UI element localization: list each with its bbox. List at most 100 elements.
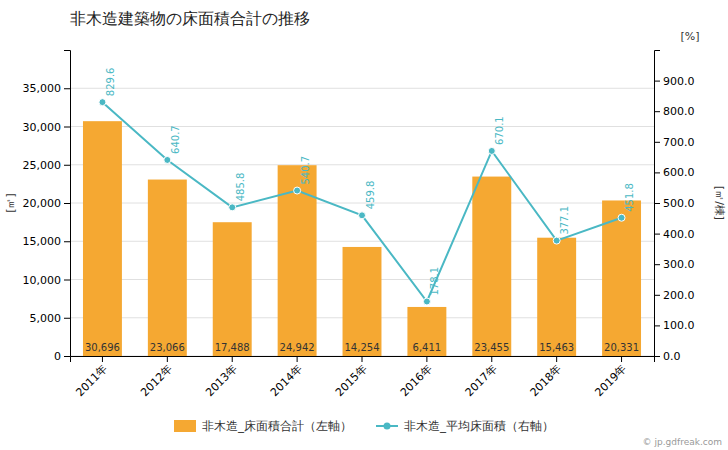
legend-label: 非木造_平均床面積（右軸） xyxy=(404,419,554,433)
tick-label: 2016年 xyxy=(398,362,435,399)
y-axis-title: [㎡] xyxy=(4,193,17,213)
data-label: 377.1 xyxy=(559,206,570,235)
tick-label: 30,000 xyxy=(23,121,62,134)
legend-item: 非木造_平均床面積（右軸） xyxy=(376,419,554,433)
tick: 800.0 xyxy=(654,105,695,118)
data-label: 6,411 xyxy=(413,342,442,353)
tick-mark xyxy=(167,356,168,362)
tick-label: 20,000 xyxy=(23,197,62,210)
data-label: 640.7 xyxy=(170,125,181,154)
bar xyxy=(407,307,446,356)
tick: 30,000 xyxy=(23,121,71,134)
tick-label: 2013年 xyxy=(203,362,240,399)
data-label: 23,066 xyxy=(150,342,185,353)
tick-mark xyxy=(232,356,233,362)
data-label: 178.1 xyxy=(429,267,440,296)
grid-line xyxy=(70,126,654,127)
tick-mark xyxy=(64,88,70,89)
data-label: 485.8 xyxy=(235,173,246,202)
tick-mark xyxy=(556,356,557,362)
legend: 非木造_床面積合計（左軸） 非木造_平均床面積（右軸） xyxy=(174,419,554,433)
tick: 500.0 xyxy=(654,197,695,210)
plot-area: 0 5,000 10,000 15,000 20,000 25,000 30,000 35,0… xyxy=(23,51,695,400)
tick-mark xyxy=(64,127,70,128)
chart-svg: 0 5,000 10,000 15,000 20,000 25,000 30,000 35,0… xyxy=(0,0,728,450)
x-axis: 2011年2012年2013年2014年2015年2016年2017年2018年… xyxy=(71,356,655,399)
tick: 700.0 xyxy=(654,136,695,149)
tick: 0.0 xyxy=(654,350,681,363)
bar xyxy=(602,200,641,356)
data-label: 20,331 xyxy=(604,342,639,353)
marker xyxy=(294,187,301,194)
tick: 900.0 xyxy=(654,75,695,88)
legend-swatch xyxy=(174,420,196,432)
tick: 20,000 xyxy=(23,197,71,210)
bar xyxy=(343,247,382,356)
annotation: [%] xyxy=(680,30,699,43)
tick-mark xyxy=(64,356,70,357)
tick-label: 700.0 xyxy=(663,136,695,149)
tick-label: 25,000 xyxy=(23,159,62,172)
marker xyxy=(488,147,495,154)
tick: 100.0 xyxy=(654,319,695,332)
tick-label: 2017年 xyxy=(463,362,500,399)
tick-label: 10,000 xyxy=(23,274,62,287)
tick-label: 2012年 xyxy=(138,362,175,399)
tick: 2013年 xyxy=(203,356,240,399)
marks xyxy=(83,99,641,356)
data-label: 451.8 xyxy=(624,183,635,212)
marker xyxy=(99,99,106,106)
data-label: 23,455 xyxy=(474,342,509,353)
y2-axis: 0.0100.0200.0300.0400.0500.0600.0700.080… xyxy=(654,51,695,364)
tick: 2018年 xyxy=(528,356,565,399)
marker xyxy=(229,204,236,211)
line-series xyxy=(99,99,625,305)
legend-label: 非木造_床面積合計（左軸） xyxy=(202,419,352,433)
grid xyxy=(70,88,654,356)
tick-label: 15,000 xyxy=(23,235,62,248)
title: 非木造建築物の床面積合計の推移 xyxy=(70,9,310,28)
legend-item: 非木造_床面積合計（左軸） xyxy=(174,419,352,433)
tick: 0 xyxy=(54,350,70,363)
tick-label: 100.0 xyxy=(663,319,695,332)
tick-mark xyxy=(102,356,103,362)
marker xyxy=(359,212,366,219)
tick-label: 900.0 xyxy=(663,75,695,88)
tick-mark xyxy=(621,356,622,362)
tick-mark xyxy=(654,111,660,112)
marker xyxy=(618,214,625,221)
line xyxy=(102,102,621,301)
marker xyxy=(423,298,430,305)
bar xyxy=(472,177,511,356)
tick-label: 0 xyxy=(54,350,61,363)
tick-label: 2014年 xyxy=(268,362,305,399)
tick-mark xyxy=(654,264,660,265)
data-labels: 30,69623,06617,48824,94214,2546,41123,45… xyxy=(85,68,639,353)
tick: 2016年 xyxy=(398,356,435,399)
tick-mark xyxy=(654,295,660,296)
tick: 25,000 xyxy=(23,159,71,172)
tick-label: 2019年 xyxy=(592,362,629,399)
axis-line xyxy=(655,51,661,357)
bar xyxy=(213,222,252,356)
tick-label: 5,000 xyxy=(30,312,62,325)
data-label: 30,696 xyxy=(85,342,120,353)
axis-line xyxy=(64,51,71,357)
tick-mark xyxy=(426,356,427,362)
tick: 35,000 xyxy=(23,82,71,95)
tick-mark xyxy=(654,81,660,82)
tick: 200.0 xyxy=(654,289,695,302)
tick: 2014年 xyxy=(268,356,305,399)
tick-label: 2011年 xyxy=(73,362,110,399)
tick-mark xyxy=(64,203,70,204)
tick-mark xyxy=(64,165,70,166)
bar-series xyxy=(83,121,641,356)
data-label: 14,254 xyxy=(345,342,380,353)
data-label: 670.1 xyxy=(494,116,505,145)
chart-container: 0 5,000 10,000 15,000 20,000 25,000 30,000 35,0… xyxy=(0,0,728,450)
y2-axis-title: [㎡/棟] xyxy=(713,186,726,220)
tick: 2011年 xyxy=(73,356,110,399)
tick: 15,000 xyxy=(23,235,71,248)
tick: 5,000 xyxy=(30,312,71,325)
marker xyxy=(164,156,171,163)
